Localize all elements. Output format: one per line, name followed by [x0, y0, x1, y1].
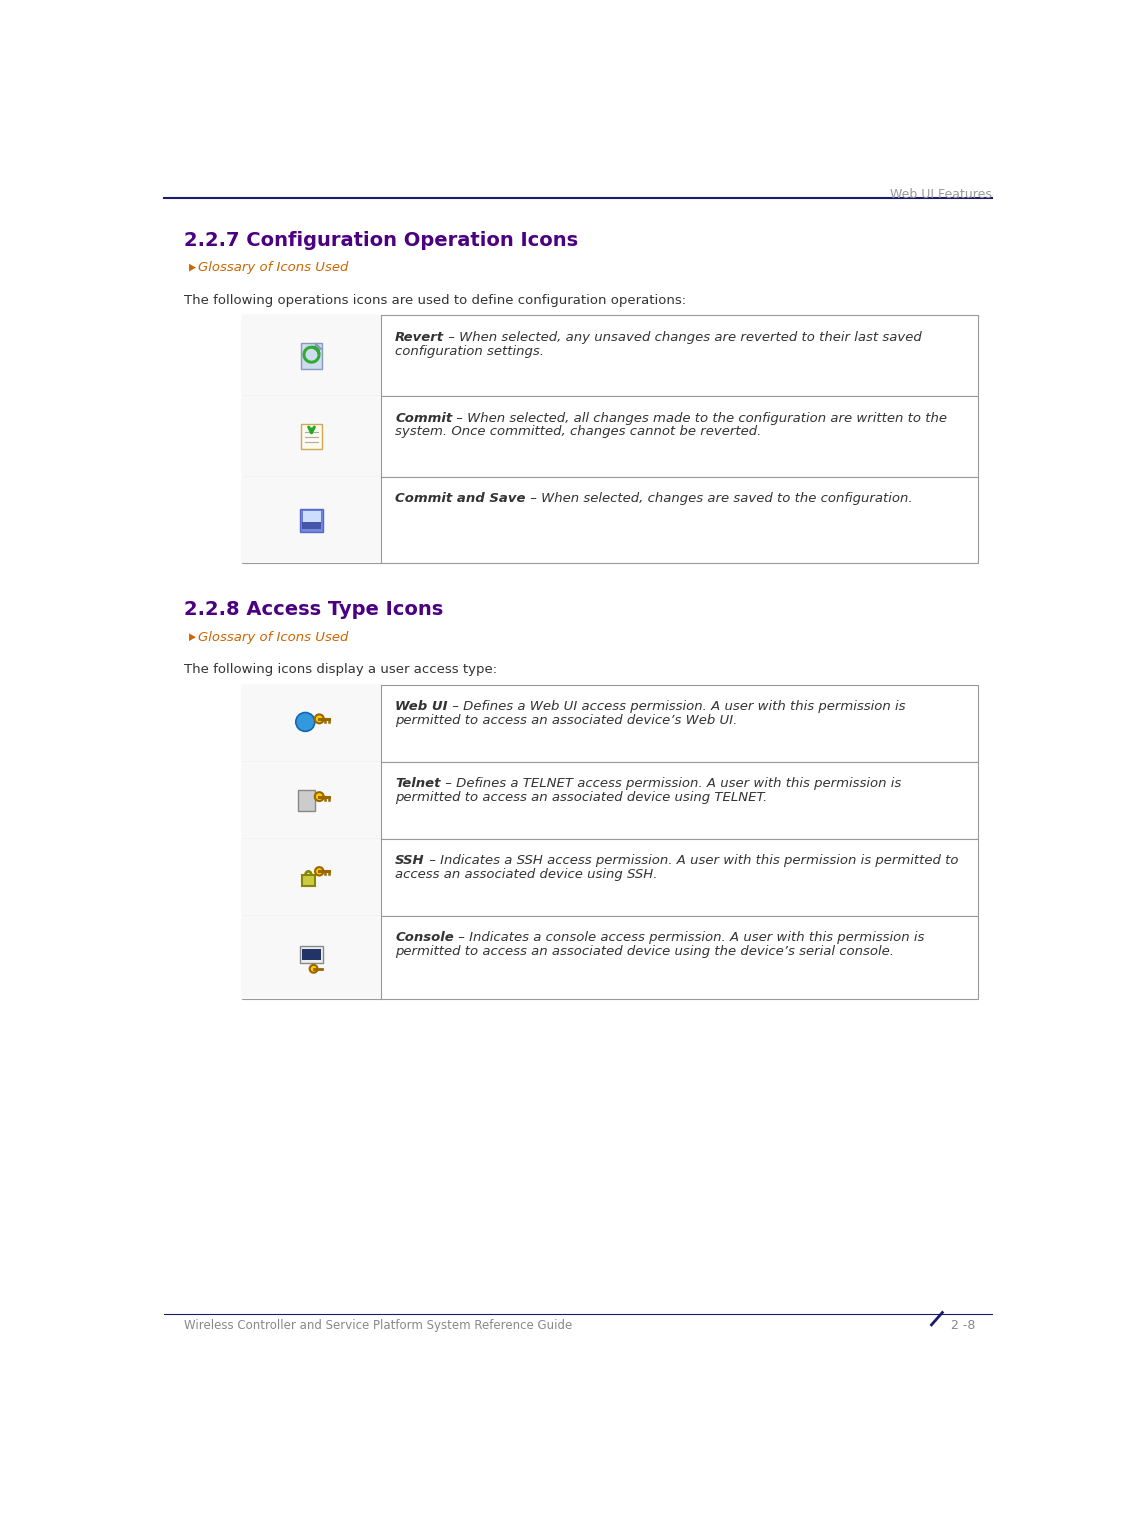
Polygon shape [316, 343, 321, 349]
Bar [302, 949, 320, 961]
Text: access an associated device using SSH.: access an associated device using SSH. [395, 868, 658, 882]
Bar [241, 762, 978, 839]
Bar [241, 396, 381, 477]
Text: – When selected, any unsaved changes are reverted to their last saved: – When selected, any unsaved changes are… [444, 331, 922, 343]
Text: – Indicates a SSH access permission. A user with this permission is permitted to: – Indicates a SSH access permission. A u… [425, 855, 959, 867]
Bar [241, 839, 978, 915]
Text: 2.2.8 Access Type Icons: 2.2.8 Access Type Icons [184, 600, 443, 619]
Circle shape [315, 867, 324, 876]
Text: – Defines a TELNET access permission. A user with this permission is: – Defines a TELNET access permission. A … [441, 777, 901, 791]
Text: Web UI Features: Web UI Features [890, 188, 992, 202]
Circle shape [310, 965, 318, 973]
Text: 2 -8: 2 -8 [951, 1319, 976, 1331]
Text: – When selected, changes are saved to the configuration.: – When selected, changes are saved to th… [526, 492, 913, 505]
Polygon shape [190, 633, 196, 641]
Circle shape [296, 712, 315, 732]
Text: – Defines a Web UI access permission. A user with this permission is: – Defines a Web UI access permission. A … [448, 700, 905, 713]
FancyBboxPatch shape [300, 946, 323, 962]
Bar [241, 477, 978, 563]
Text: permitted to access an associated device using TELNET.: permitted to access an associated device… [395, 791, 767, 805]
Text: Wireless Controller and Service Platform System Reference Guide: Wireless Controller and Service Platform… [184, 1319, 572, 1331]
FancyBboxPatch shape [301, 876, 315, 887]
Bar [302, 522, 320, 530]
Circle shape [315, 715, 324, 723]
Bar [241, 915, 978, 999]
FancyBboxPatch shape [298, 789, 316, 811]
Bar [241, 839, 381, 915]
Text: configuration settings.: configuration settings. [395, 345, 544, 358]
Bar [302, 510, 320, 522]
Bar [241, 915, 381, 999]
Bar [241, 316, 978, 396]
Bar [241, 316, 381, 396]
FancyBboxPatch shape [301, 343, 321, 369]
Text: Glossary of Icons Used: Glossary of Icons Used [199, 631, 349, 644]
Bar [241, 762, 381, 839]
Text: Commit: Commit [395, 411, 452, 425]
Bar [241, 685, 978, 762]
Text: permitted to access an associated device using the device’s serial console.: permitted to access an associated device… [395, 946, 895, 958]
Text: Glossary of Icons Used: Glossary of Icons Used [199, 261, 349, 275]
Text: Telnet: Telnet [395, 777, 441, 791]
Bar [241, 685, 381, 762]
Text: – When selected, all changes made to the configuration are written to the: – When selected, all changes made to the… [452, 411, 948, 425]
Bar [241, 477, 381, 563]
FancyBboxPatch shape [301, 424, 321, 449]
Text: system. Once committed, changes cannot be reverted.: system. Once committed, changes cannot b… [395, 425, 761, 439]
Text: Commit and Save: Commit and Save [395, 492, 526, 505]
Circle shape [315, 792, 324, 802]
Text: Revert: Revert [395, 331, 444, 343]
Text: SSH: SSH [395, 855, 425, 867]
Text: Web UI: Web UI [395, 700, 448, 713]
Bar [241, 396, 978, 477]
Text: 2.2.7 Configuration Operation Icons: 2.2.7 Configuration Operation Icons [184, 231, 578, 249]
Text: permitted to access an associated device’s Web UI.: permitted to access an associated device… [395, 715, 738, 727]
FancyBboxPatch shape [300, 509, 323, 531]
Text: – Indicates a console access permission. A user with this permission is: – Indicates a console access permission.… [453, 932, 924, 944]
Text: Console: Console [395, 932, 453, 944]
Text: The following operations icons are used to define configuration operations:: The following operations icons are used … [184, 294, 686, 307]
Polygon shape [190, 264, 196, 272]
Text: The following icons display a user access type:: The following icons display a user acces… [184, 663, 496, 677]
